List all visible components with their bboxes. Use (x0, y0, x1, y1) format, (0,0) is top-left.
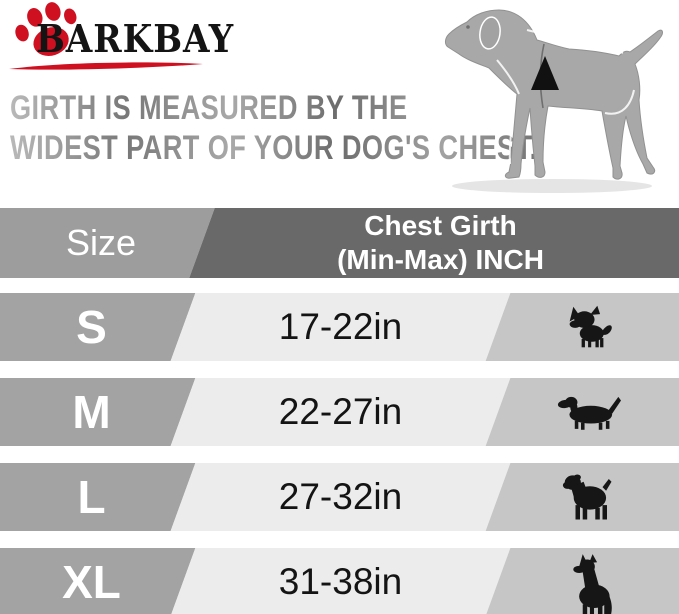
girth-value-xl: 31-38in (278, 561, 403, 602)
dachshund-icon (498, 378, 679, 446)
size-label-l: L (77, 471, 106, 523)
dog-girth-illustration (445, 9, 663, 193)
chihuahua-icon (498, 293, 679, 361)
great-dane-icon (498, 548, 679, 614)
dog-eye (466, 25, 470, 29)
table-header-row: Size Chest Girth (Min-Max) INCH (0, 208, 679, 278)
header-girth-line1: Chest Girth (364, 210, 517, 241)
dog-highlights (496, 29, 635, 165)
boxer-dog-icon (498, 463, 679, 531)
header-girth-line2: (Min-Max) INCH (337, 244, 544, 275)
size-label-m: M (72, 386, 111, 438)
table-row-l: L 27-32in (0, 463, 679, 531)
size-label-xl: XL (62, 556, 121, 608)
header-size-label: Size (65, 222, 137, 263)
table-row-m: M 22-27in (0, 378, 679, 446)
dog-silhouette (445, 9, 663, 180)
brand-logo: BARKBAY (0, 0, 233, 80)
girth-value-m: 22-27in (278, 391, 403, 432)
size-label-s: S (76, 301, 107, 353)
brand-name: BARKBAY (36, 16, 235, 61)
girth-value-s: 17-22in (278, 306, 403, 347)
dog-ear (479, 16, 501, 50)
header-girth-label: Chest Girth (Min-Max) INCH (202, 208, 679, 278)
red-swoosh-underline (9, 62, 203, 70)
table-row-xl: XL 31-38in (0, 548, 679, 614)
girth-value-l: 27-32in (278, 476, 403, 517)
girth-marker-triangle-icon (531, 56, 559, 90)
table-row-s: S 17-22in (0, 293, 679, 361)
paw-print-icon (15, 2, 77, 56)
